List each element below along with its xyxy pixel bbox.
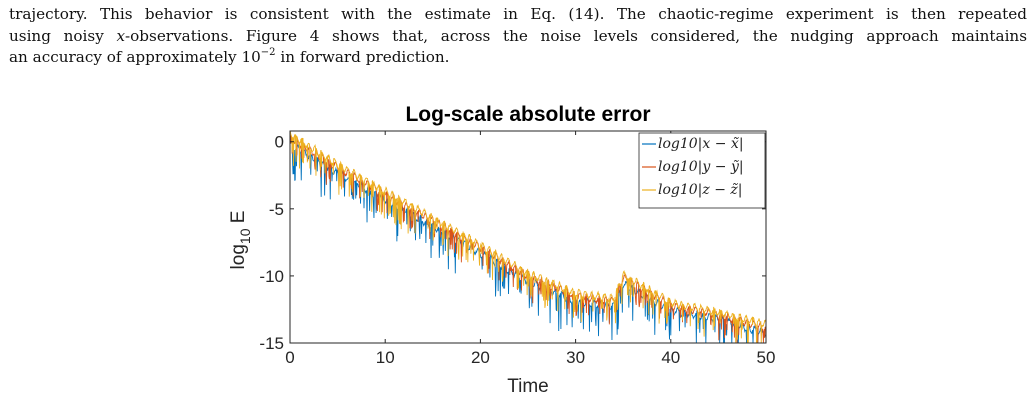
x-tick-label: 30 — [566, 348, 585, 367]
y-tick-label: -5 — [269, 200, 284, 219]
exponent: −2 — [260, 47, 276, 59]
x-tick-label: 20 — [471, 348, 490, 367]
y-tick-label: -10 — [259, 267, 284, 286]
series-layer — [289, 130, 767, 344]
legend-label: log10|z − z̃| — [658, 182, 743, 198]
y-axis-label-e: E — [228, 211, 249, 229]
body-paragraph: trajectory. This behavior is consistent … — [9, 4, 1027, 69]
line3-post: in forward prediction. — [275, 48, 450, 67]
legend-box — [638, 132, 766, 209]
x-axis-label: Time — [507, 376, 549, 397]
line2-post: -observations. Figure 4 shows that, acro… — [125, 26, 1028, 45]
series-line — [289, 130, 767, 344]
paragraph-line-1: trajectory. This behavior is consistent … — [9, 5, 1027, 23]
y-tick-label: 0 — [275, 133, 284, 152]
chart-title: Log-scale absolute error — [405, 103, 650, 126]
y-axis-label: log10 E — [228, 211, 253, 270]
variable-x: x — [116, 26, 126, 45]
y-tick-label: -15 — [259, 334, 284, 353]
legend-label: log10|x − x̃| — [658, 136, 744, 152]
legend-label: log10|y − ỹ| — [658, 159, 744, 175]
x-tick-label: 0 — [285, 348, 294, 367]
y-axis-label-sub: 10 — [237, 228, 253, 244]
x-tick-label: 50 — [757, 348, 776, 367]
legend: log10|x − x̃| log10|y − ỹ| log10|z − z̃| — [638, 132, 766, 209]
paragraph-line-3: an accuracy of approximately 10−2 in for… — [9, 47, 1027, 69]
paragraph-line-2: using noisy x-observations. Figure 4 sho… — [9, 26, 1027, 48]
x-tick-label: 10 — [376, 348, 395, 367]
ticks-layer: 0 10 20 30 40 50 -15 -10 -5 0 — [259, 131, 775, 367]
axes-box — [289, 130, 767, 344]
line3-pre: an accuracy of approximately 10 — [9, 48, 261, 67]
line2-pre: using noisy — [9, 26, 117, 45]
x-tick-label: 40 — [661, 348, 680, 367]
y-axis-label-log: log — [228, 244, 249, 269]
